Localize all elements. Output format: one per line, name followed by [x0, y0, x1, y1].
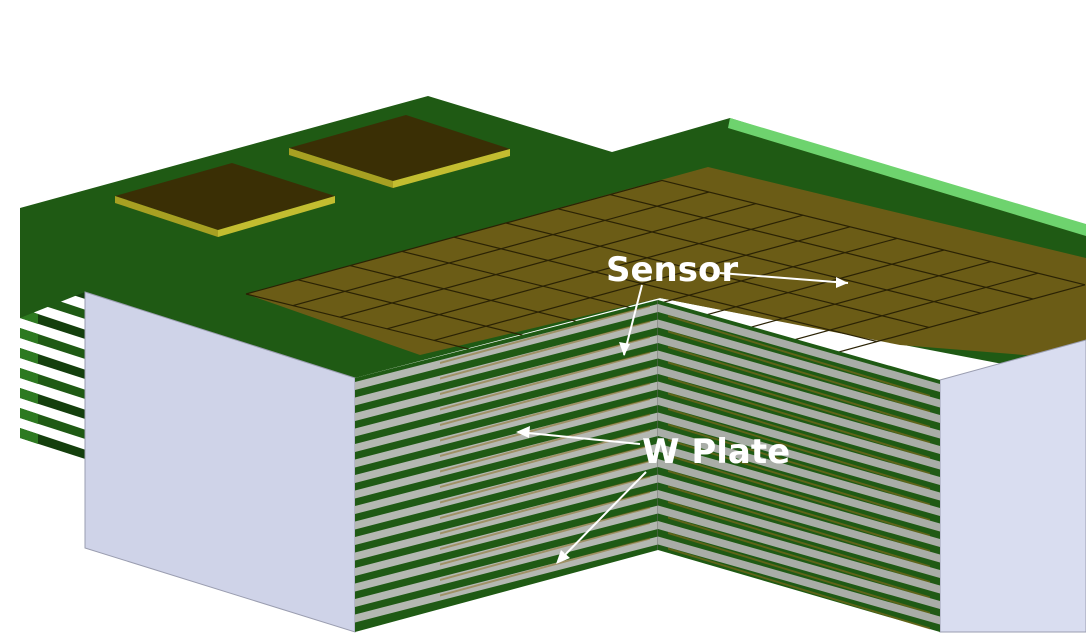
sensor-layer	[668, 346, 930, 428]
sensor-layer	[440, 398, 650, 457]
sensor-arrow-1	[719, 272, 849, 288]
w-plate-stack-left-face	[355, 300, 659, 632]
w-plate-layer	[355, 366, 658, 452]
sensor-layer	[668, 485, 930, 568]
w-plate-arrow-1	[516, 426, 641, 445]
sensor-layer	[668, 439, 930, 521]
sensor-layer	[440, 413, 650, 473]
w-plate-layer	[658, 366, 940, 454]
sensor-layer	[440, 336, 650, 395]
board-fin-edge	[20, 428, 38, 444]
sensor-grid-line	[386, 214, 804, 330]
w-plate-layer	[658, 459, 940, 547]
sensor-grid-line	[505, 222, 930, 328]
sensor-layer	[668, 470, 930, 552]
sensor-layer	[440, 522, 650, 581]
w-plate-layer	[658, 521, 940, 609]
w-plate-layer	[658, 412, 940, 501]
sensor-layer	[440, 444, 650, 504]
sensor-layer	[440, 429, 650, 488]
w-plate-stack-right-face	[658, 300, 940, 632]
w-plate-layer	[355, 443, 658, 530]
w-plate-layer	[658, 304, 940, 392]
sensor-layer	[668, 392, 930, 475]
sensor-layer	[668, 330, 930, 413]
w-plate-label: W Plate	[642, 432, 790, 472]
w-plate-layer	[658, 536, 940, 625]
w-plate-layer	[658, 505, 940, 594]
sensor-grid-line	[433, 226, 851, 341]
w-plate-layer	[658, 428, 940, 516]
sensor-layer	[668, 516, 930, 599]
w-plate-layer	[658, 335, 940, 423]
sensor-layer	[440, 475, 650, 535]
w-plate-layer	[355, 319, 658, 406]
w-plate-layer	[355, 350, 658, 437]
sensor-layer	[668, 377, 930, 459]
w-plate-layer	[658, 443, 940, 532]
sensor-layer	[440, 460, 650, 519]
w-plate-layer	[355, 521, 658, 607]
sensor-grid-line	[453, 236, 878, 343]
board-fin-edge	[20, 348, 38, 364]
sensor-grid-line	[245, 179, 663, 295]
w-plate-layer	[355, 474, 658, 561]
sensor-layer	[668, 454, 930, 537]
sensor-grid-line	[661, 179, 1086, 286]
w-plate-layer	[355, 381, 658, 468]
sensor-label: Sensor	[606, 250, 738, 290]
sensor-layer	[440, 320, 650, 380]
w-plate-layer	[355, 428, 658, 514]
sensor-arrow-2	[619, 284, 643, 356]
w-plate-layer	[658, 350, 940, 439]
w-plate-layer	[355, 536, 658, 623]
board-fin-edge	[20, 388, 38, 404]
w-plate-layer	[355, 412, 658, 499]
w-plate-layer	[658, 474, 940, 563]
sensor-layer	[668, 361, 930, 444]
w-plate-layer	[658, 381, 940, 470]
sensor-layer	[440, 382, 650, 442]
sensor-grid	[246, 167, 1086, 360]
sensor-layer	[440, 305, 650, 364]
board-fin-edge	[20, 328, 38, 344]
asic-pad-1	[115, 163, 335, 237]
sensor-layer	[668, 547, 930, 630]
sensor-grid-line	[292, 191, 710, 307]
w-plate-layer	[658, 319, 940, 408]
right-side-panel	[939, 339, 1086, 633]
w-plate-layer	[355, 459, 658, 545]
sensor-layer	[668, 423, 930, 506]
sensor-grid-line	[339, 203, 757, 318]
w-plate-layer	[355, 397, 658, 483]
pcb-rear-strip	[728, 118, 1086, 236]
sensor-layer	[668, 315, 930, 397]
sensor-layer	[440, 351, 650, 411]
w-plate-layer	[658, 397, 940, 485]
asic-pad-2	[289, 115, 510, 188]
board-fin-edge	[20, 368, 38, 384]
sensor-layer	[668, 408, 930, 490]
w-plate-layer	[355, 304, 658, 390]
board-fin-edge	[20, 408, 38, 424]
sensor-layer	[440, 491, 650, 550]
w-plate-layer	[355, 335, 658, 421]
sensor-layer	[440, 537, 650, 597]
w-plate-layer	[355, 490, 658, 576]
w-plate-layer	[355, 505, 658, 592]
sensor-layer	[440, 367, 650, 426]
sensor-grid-line	[557, 208, 982, 314]
sensor-grid-line	[609, 194, 1034, 300]
w-plate-arrow-2	[556, 471, 647, 564]
sensor-layer	[668, 532, 930, 614]
sensor-layer	[668, 501, 930, 583]
w-plate-layer	[658, 490, 940, 578]
